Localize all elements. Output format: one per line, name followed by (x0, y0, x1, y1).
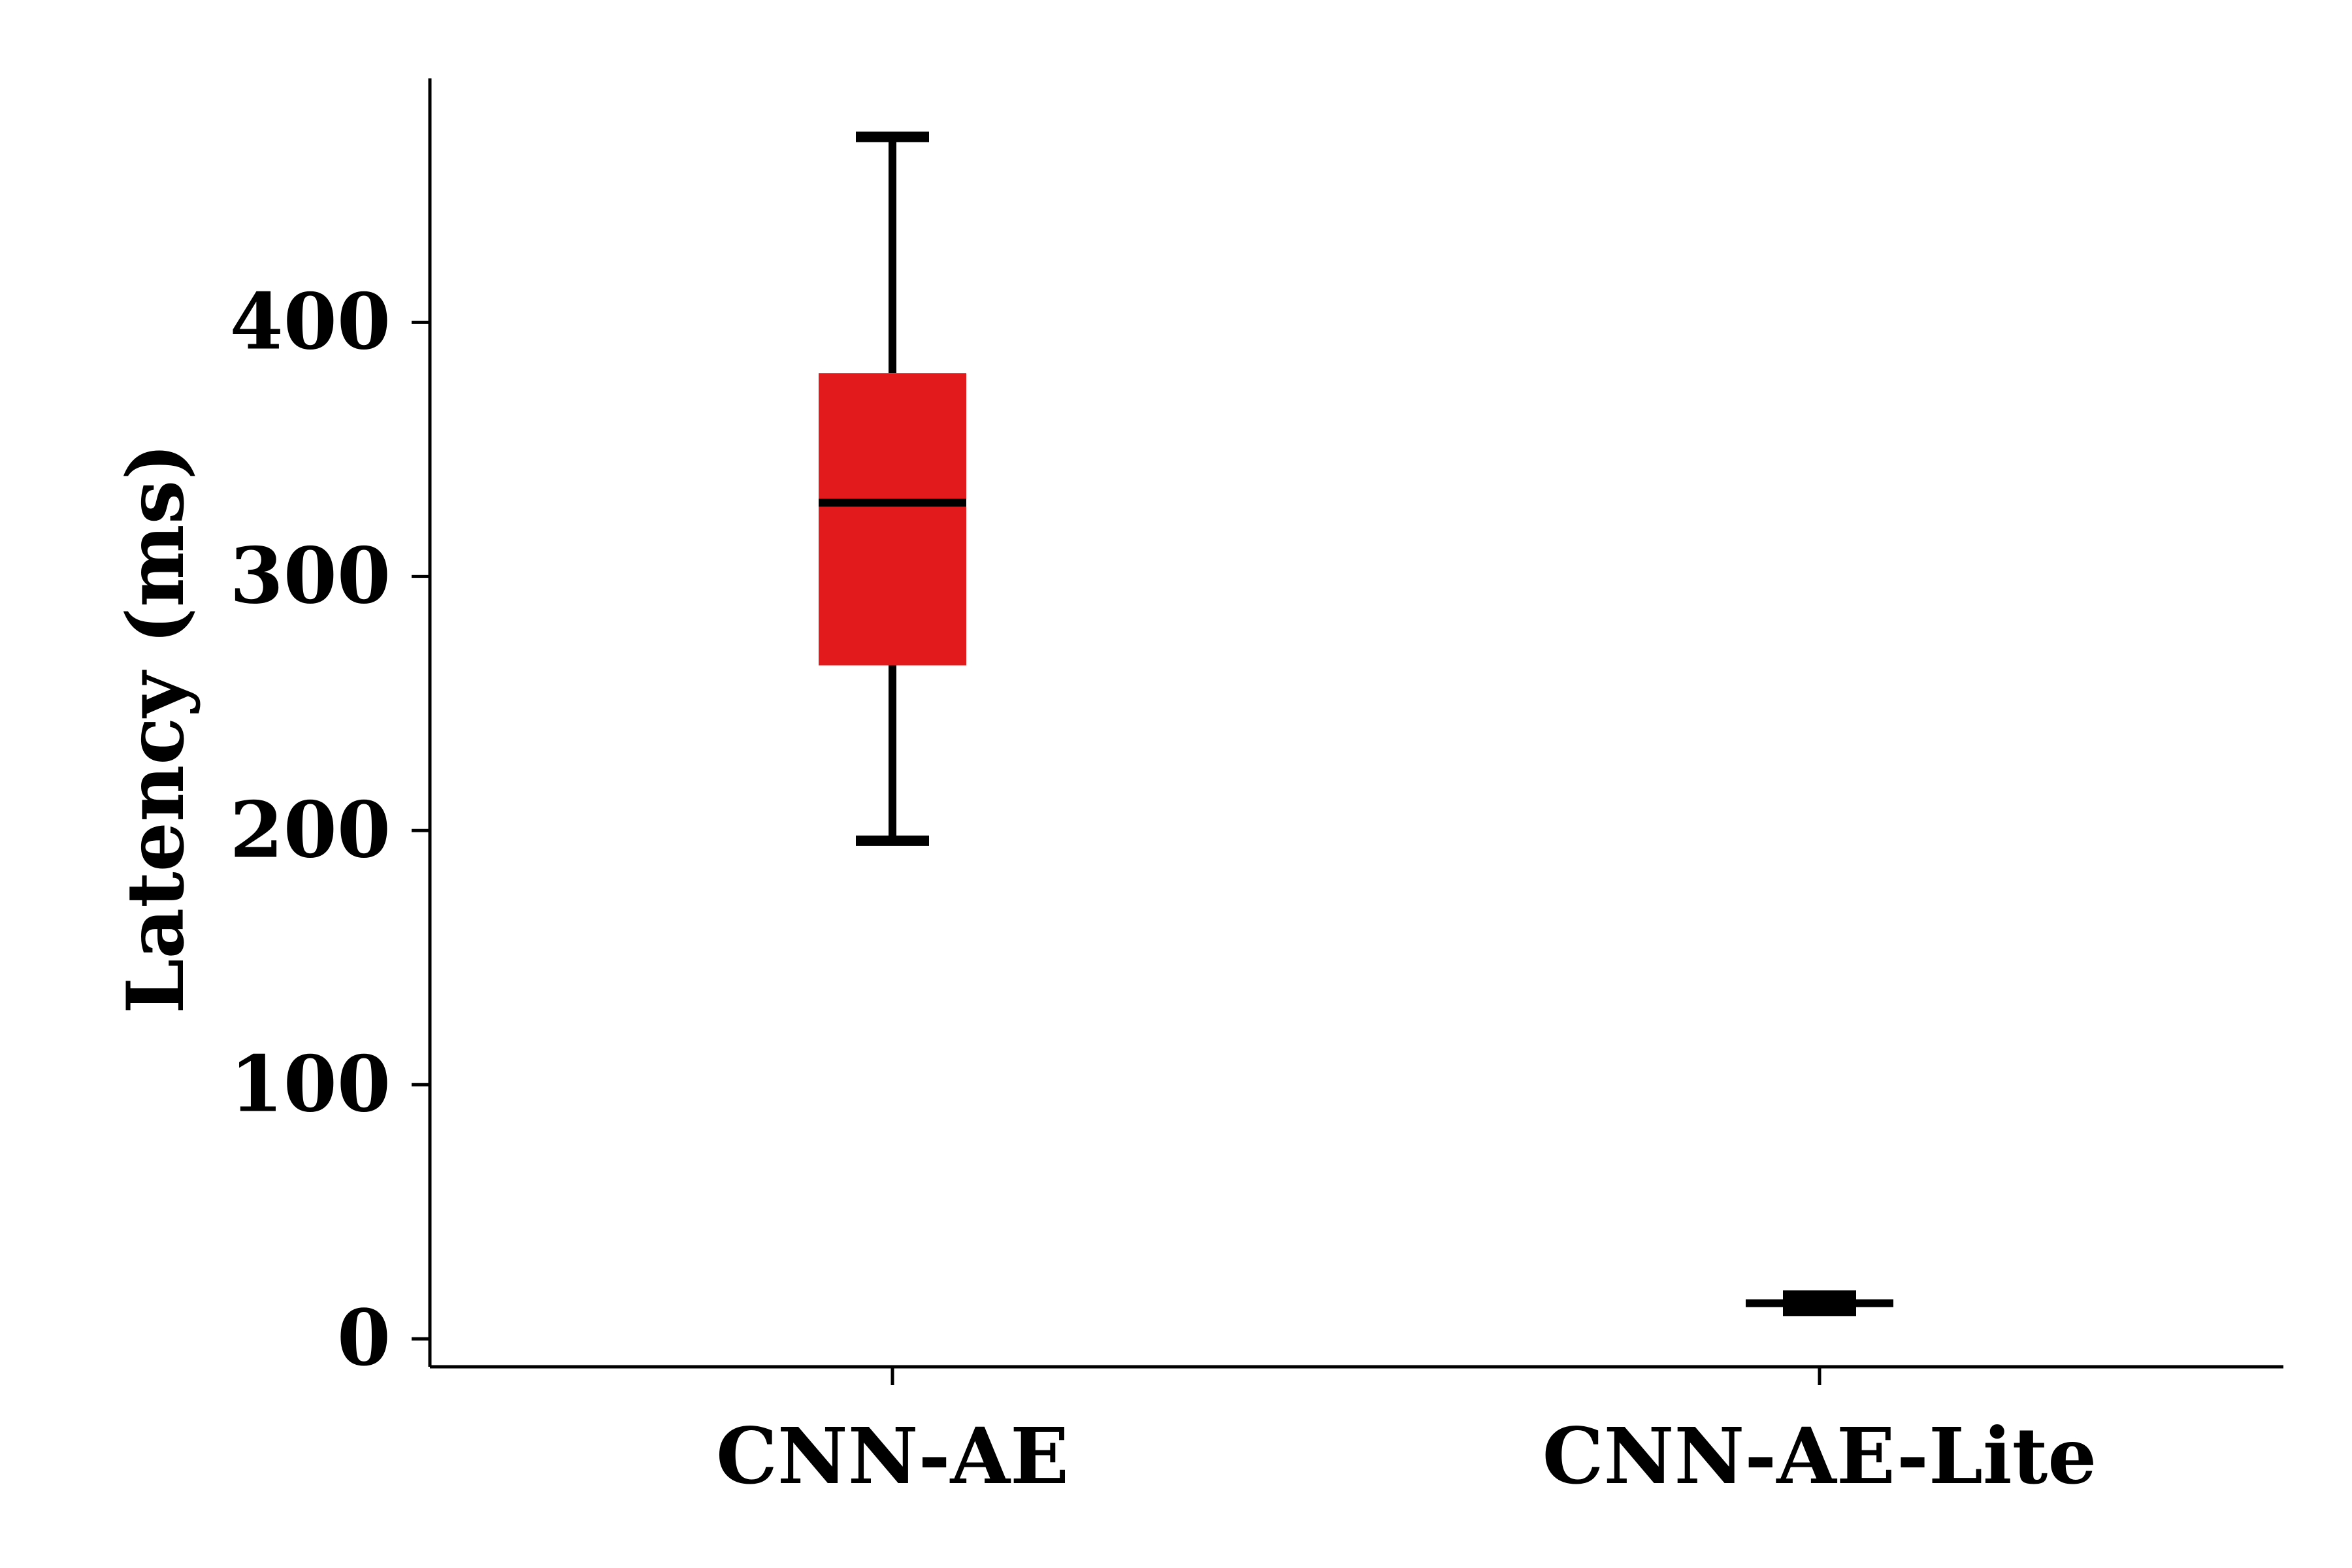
y-axis: 0 100 200 300 400 (230, 78, 432, 1383)
box-cnn-ae (819, 131, 966, 846)
box-cnn-ae-lite (1746, 1290, 1893, 1316)
x-tick-label: CNN-AE (716, 1411, 1069, 1501)
y-tick-label: 200 (230, 784, 391, 875)
y-axis-label: Latency (ms) (110, 443, 202, 1014)
x-axis: CNN-AE CNN-AE-Lite (430, 1365, 2283, 1501)
y-tick-label: 100 (230, 1038, 391, 1129)
iqr-box (819, 373, 966, 666)
y-tick-label: 400 (230, 276, 391, 367)
y-tick-label: 300 (230, 530, 391, 621)
y-tick-label: 0 (337, 1292, 391, 1383)
boxes-layer (819, 131, 1893, 1316)
x-tick-label: CNN-AE-Lite (1543, 1411, 2097, 1501)
